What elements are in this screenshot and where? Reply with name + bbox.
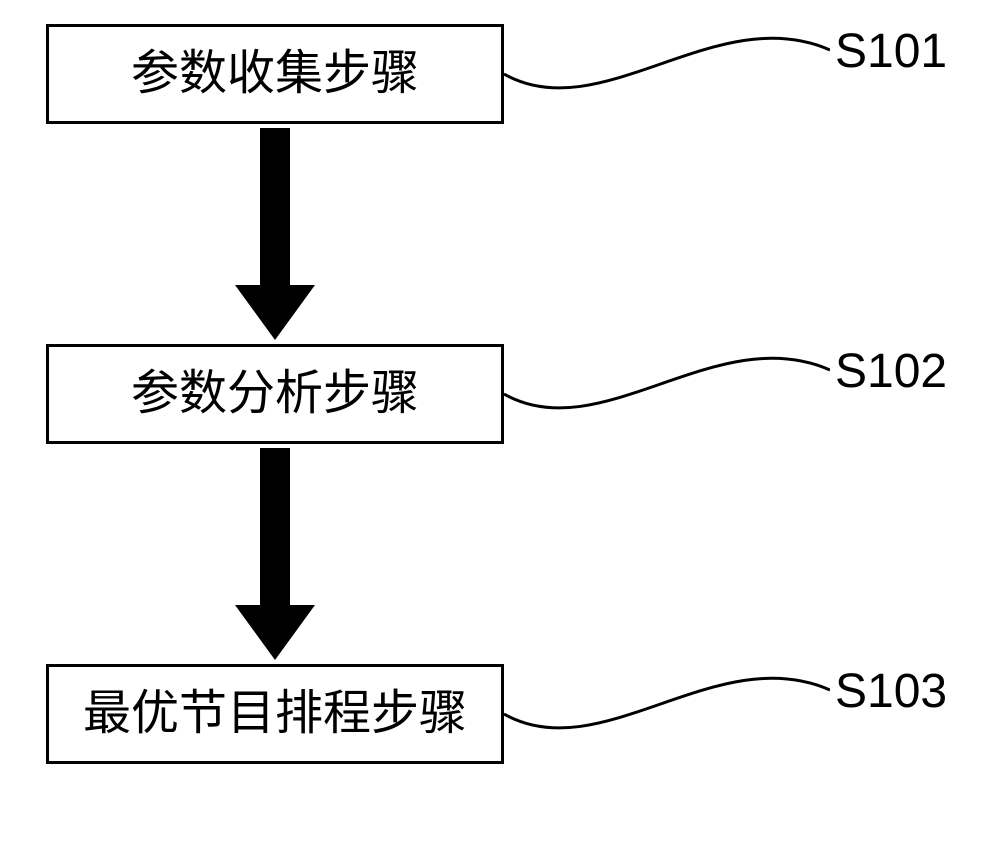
callout-connector: [504, 310, 830, 454]
flow-step-label: 最优节目排程步骤: [83, 688, 467, 741]
flow-step-label: 参数收集步骤: [131, 48, 419, 101]
step-id-label: S102: [835, 344, 947, 399]
step-id-label: S101: [835, 24, 947, 79]
flow-step-S101: 参数收集步骤: [46, 24, 504, 124]
callout-connector: [504, 630, 830, 774]
step-id-label: S103: [835, 664, 947, 719]
flow-arrow-icon: [235, 128, 315, 340]
flow-arrow-icon: [235, 448, 315, 660]
flow-step-label: 参数分析步骤: [131, 368, 419, 421]
callout-connector: [504, 0, 830, 134]
flow-step-S102: 参数分析步骤: [46, 344, 504, 444]
flow-step-S103: 最优节目排程步骤: [46, 664, 504, 764]
